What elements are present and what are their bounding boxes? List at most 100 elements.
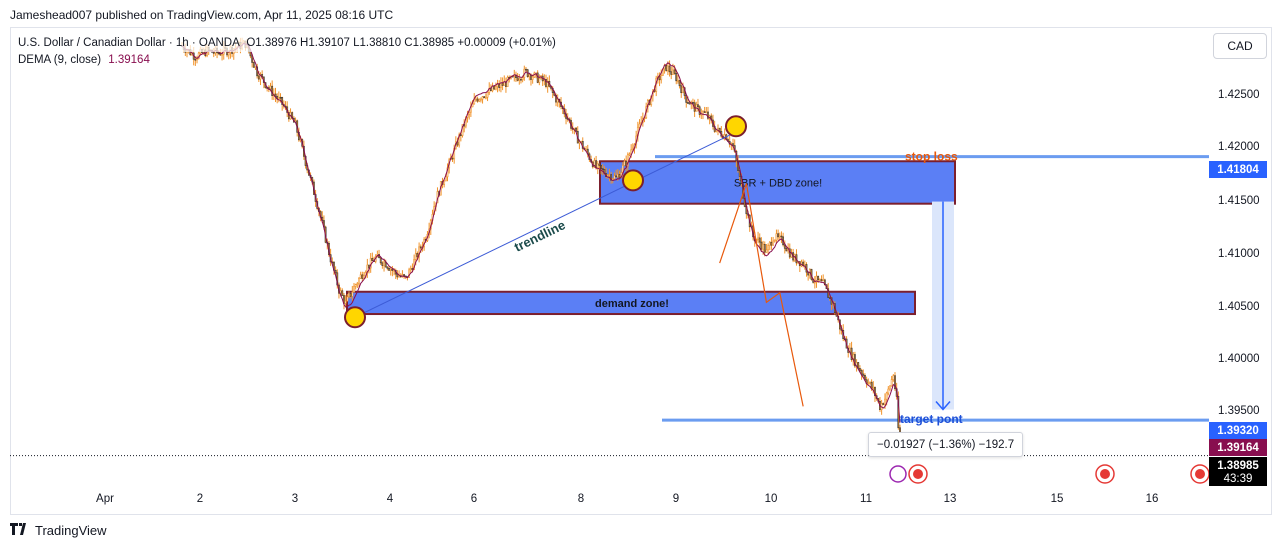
candle-body	[673, 69, 676, 74]
candle-body	[598, 163, 601, 166]
trendline	[354, 132, 736, 318]
candle-body	[885, 392, 888, 400]
candle-body	[667, 65, 669, 71]
candle-body	[416, 253, 419, 258]
candle-body	[682, 87, 684, 94]
candle-body	[379, 257, 382, 264]
candle-body	[356, 283, 359, 285]
candle-body	[419, 246, 422, 249]
candle-body	[777, 233, 779, 238]
candle-body	[822, 279, 825, 282]
candle-body	[882, 403, 885, 405]
candle-body	[615, 175, 618, 178]
candle-body	[813, 281, 816, 284]
price-tick: 1.42000	[1218, 141, 1260, 153]
candle-body	[498, 84, 501, 88]
candle-body	[281, 96, 284, 105]
candle-body	[680, 85, 683, 94]
candle-body	[703, 111, 706, 113]
footer-brand[interactable]: TradingView	[10, 523, 107, 538]
candle-body	[538, 78, 541, 83]
candle-body	[348, 293, 350, 298]
time-tick: 15	[1050, 493, 1064, 505]
candle-body	[501, 82, 504, 86]
candle-body	[625, 161, 628, 167]
candle-body	[889, 385, 891, 390]
candle-body	[670, 71, 673, 75]
candle-body	[486, 92, 489, 98]
candle-body	[705, 111, 708, 114]
candle-body	[496, 84, 499, 88]
candle-body	[480, 98, 482, 101]
candle-body	[778, 235, 781, 238]
candle-body	[678, 80, 681, 87]
candle-body	[391, 268, 394, 271]
measure-arrow-head	[935, 401, 951, 411]
candle-body	[351, 291, 354, 297]
candle-body	[610, 174, 613, 181]
dema-price-tag: 1.39164	[1209, 439, 1267, 456]
candle-body	[516, 77, 519, 81]
legend-symbol: U.S. Dollar / Canadian Dollar · 1h · OAN…	[18, 37, 240, 49]
chart-frame	[10, 27, 1272, 515]
swing-point-marker	[725, 115, 747, 138]
time-tick: 8	[577, 493, 585, 505]
candle-body	[593, 160, 596, 168]
time-tick: 4	[386, 493, 394, 505]
candle-body	[628, 153, 631, 156]
trendline-label: trendline	[512, 217, 568, 255]
time-tick: 3	[291, 493, 299, 505]
candle-body	[860, 370, 863, 375]
candle-body	[820, 279, 823, 282]
target-label: target pont	[900, 412, 963, 426]
candle-body	[600, 165, 602, 169]
candle-body	[474, 98, 477, 101]
time-tick: 9	[672, 493, 680, 505]
candle-body	[758, 237, 761, 243]
candle-body	[872, 387, 875, 389]
measure-readout: −0.01927 (−1.36%) −192.7	[868, 432, 1024, 457]
candle-body	[252, 62, 255, 68]
candle-body	[525, 68, 527, 71]
legend-ohlc: O1.38976 H1.39107 L1.38810 C1.38985 +0.0…	[246, 37, 556, 49]
legend-symbol-row: U.S. Dollar / Canadian Dollar · 1h · OAN…	[18, 35, 556, 52]
dema-line	[181, 42, 901, 423]
candle-body	[545, 79, 547, 87]
candle-body	[217, 52, 220, 55]
price-tick: 1.41000	[1218, 248, 1260, 260]
price-tick: 1.41500	[1218, 195, 1260, 207]
stop-loss-label: stop loss	[905, 150, 958, 164]
candle-body	[212, 51, 215, 54]
currency-button[interactable]: CAD	[1213, 33, 1267, 59]
economic-event-flag-icon	[1195, 469, 1205, 479]
candle-body	[887, 388, 890, 394]
candle-body	[613, 175, 616, 180]
time-tick: Apr	[96, 493, 114, 505]
candle-body	[287, 112, 290, 120]
candle-body	[677, 80, 679, 82]
target-price-tag: 1.39320	[1209, 422, 1267, 439]
candle-body	[780, 235, 783, 238]
candle-body	[762, 244, 764, 250]
candle-body	[341, 290, 344, 296]
candle-body	[772, 240, 774, 246]
candle-body	[468, 111, 471, 115]
candle-body	[257, 75, 260, 80]
candle-body	[381, 262, 384, 266]
price-tick: 1.40500	[1218, 301, 1260, 313]
candle-body	[528, 74, 531, 77]
candle-body	[601, 168, 604, 170]
candle-body	[518, 78, 521, 81]
candle-body	[344, 300, 347, 304]
candle-body	[765, 249, 768, 253]
candle-body	[478, 99, 481, 102]
time-tick: 6	[470, 493, 478, 505]
candle-body	[788, 248, 791, 258]
candle-body	[361, 274, 364, 279]
swing-point-marker	[344, 306, 366, 329]
candle-body	[688, 102, 691, 105]
candle-body	[867, 382, 870, 384]
demand-zone-label: demand zone!	[595, 298, 669, 310]
candle-body	[500, 82, 502, 88]
